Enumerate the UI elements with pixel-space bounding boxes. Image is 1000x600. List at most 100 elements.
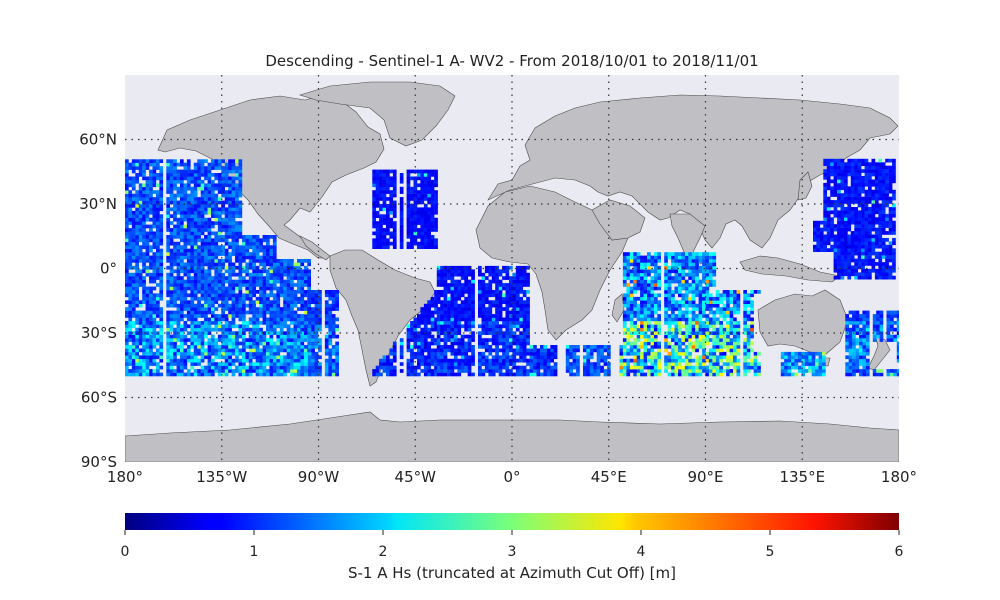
hs-cell xyxy=(719,369,723,373)
hs-cell xyxy=(169,166,174,170)
hs-cell xyxy=(318,369,322,373)
hs-cell xyxy=(224,214,229,218)
hs-cell xyxy=(457,369,462,373)
hs-cell xyxy=(255,290,260,294)
hs-cell xyxy=(180,224,184,229)
hs-cell xyxy=(335,365,339,370)
hs-cell xyxy=(173,169,177,174)
hs-cell xyxy=(204,224,208,229)
hs-cell xyxy=(217,259,222,263)
hs-cell xyxy=(467,265,472,270)
hs-cell xyxy=(128,334,133,339)
hs-cell xyxy=(128,355,133,360)
hs-cell xyxy=(279,327,284,332)
hs-cell xyxy=(276,351,281,356)
hs-cell xyxy=(242,303,246,308)
hs-cell xyxy=(214,200,219,205)
hs-cell xyxy=(214,290,219,294)
hs-cell xyxy=(650,262,655,267)
hs-cell xyxy=(297,300,301,304)
hs-cell xyxy=(286,307,291,311)
hs-cell xyxy=(297,276,301,280)
hs-cell xyxy=(242,348,246,353)
hs-cell xyxy=(314,300,319,304)
hs-cell xyxy=(410,221,414,225)
hs-cell xyxy=(389,204,394,208)
hs-cell xyxy=(169,372,174,377)
hs-cell xyxy=(204,290,208,294)
hs-cell xyxy=(149,293,153,298)
hs-cell xyxy=(328,303,333,308)
hs-cell xyxy=(619,358,624,363)
hs-cell xyxy=(460,365,465,370)
hs-cell xyxy=(262,279,267,284)
hs-cell xyxy=(569,345,573,349)
hs-cell xyxy=(586,365,591,370)
hs-cell xyxy=(705,331,710,335)
hs-cell xyxy=(705,252,710,256)
hs-cell xyxy=(142,283,146,287)
hs-cell xyxy=(300,369,305,373)
hs-cell xyxy=(176,162,181,167)
hs-cell xyxy=(283,372,287,377)
hs-cell xyxy=(211,314,215,318)
hs-cell xyxy=(297,321,301,325)
hs-cell xyxy=(420,351,425,356)
hs-cell xyxy=(152,238,157,243)
hs-cell xyxy=(207,307,212,311)
hs-cell xyxy=(303,265,308,270)
hs-cell xyxy=(245,290,250,294)
hs-cell xyxy=(650,341,655,346)
hs-cell xyxy=(190,341,195,346)
hs-cell xyxy=(231,341,236,346)
hs-cell xyxy=(138,190,143,194)
hs-cell xyxy=(653,272,658,277)
hs-cell xyxy=(589,369,594,373)
hs-cell xyxy=(200,186,205,191)
hs-cell xyxy=(550,348,554,353)
hs-cell xyxy=(159,272,164,277)
hs-cell xyxy=(450,307,455,311)
hs-cell xyxy=(515,296,520,301)
hs-cell xyxy=(447,296,451,301)
hs-cell xyxy=(204,269,208,274)
hs-cell xyxy=(149,369,153,373)
hs-cell xyxy=(200,331,205,335)
hs-cell xyxy=(328,321,333,325)
hs-cell xyxy=(149,179,153,184)
hs-cell xyxy=(156,310,160,315)
hs-cell xyxy=(691,307,696,311)
hs-cell xyxy=(671,362,675,366)
hs-cell xyxy=(515,345,520,349)
hs-cell xyxy=(228,324,232,329)
hs-cell xyxy=(478,300,482,304)
hs-cell xyxy=(640,369,644,373)
hs-cell xyxy=(300,334,305,339)
hs-cell xyxy=(684,255,689,260)
hs-cell xyxy=(266,241,270,246)
hs-cell xyxy=(152,166,157,170)
hs-cell xyxy=(252,269,256,274)
hs-cell xyxy=(318,365,322,370)
hs-cell xyxy=(176,169,181,174)
hs-cell xyxy=(423,210,428,215)
hs-cell xyxy=(702,321,706,325)
hs-cell xyxy=(488,324,493,329)
hs-cell xyxy=(688,317,692,322)
hs-cell xyxy=(169,290,174,294)
hs-cell xyxy=(180,331,184,335)
hs-cell xyxy=(169,248,174,253)
hs-cell xyxy=(667,358,672,363)
hs-cell xyxy=(488,365,493,370)
hs-cell xyxy=(145,176,150,181)
hs-cell xyxy=(142,221,146,225)
hs-cell xyxy=(460,272,465,277)
hs-cell xyxy=(214,197,219,201)
hs-cell xyxy=(125,197,129,201)
hs-cell xyxy=(331,327,336,332)
hs-cell xyxy=(653,338,658,342)
hs-cell xyxy=(190,327,195,332)
hs-cell xyxy=(643,324,648,329)
hs-cell xyxy=(224,207,229,212)
hs-cell xyxy=(125,176,129,181)
